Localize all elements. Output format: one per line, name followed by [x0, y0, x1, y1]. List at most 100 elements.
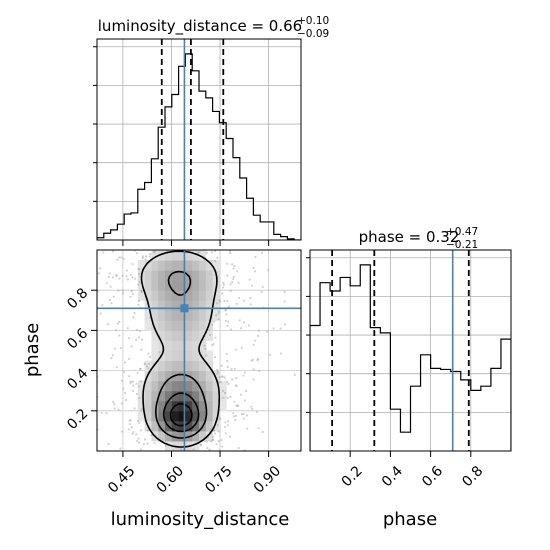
- sample-point-210: [217, 318, 220, 321]
- heatmap-cell-14-12: [192, 320, 200, 331]
- sample-point-112: [210, 251, 214, 254]
- heatmap-cell-13-10: [185, 340, 193, 351]
- heatmap-cell-6-18: [137, 260, 146, 271]
- sample-point-311: [256, 359, 259, 362]
- heatmap-cell-12-12: [178, 320, 186, 331]
- sample-point-253: [122, 257, 125, 261]
- sample-point-30: [147, 362, 151, 365]
- sample-point-265: [99, 312, 102, 315]
- sample-point-61: [131, 276, 134, 279]
- heatmap-cell-16-1: [205, 430, 214, 442]
- sample-point-159: [128, 422, 131, 426]
- sample-point-303: [267, 269, 270, 272]
- sample-point-186: [216, 302, 219, 305]
- heatmap-cell-16-17: [205, 270, 214, 281]
- heatmap-cell-8-15: [151, 290, 159, 301]
- sample-point-278: [254, 339, 257, 342]
- sample-point-137: [237, 404, 240, 407]
- heatmap-cell-8-7: [151, 370, 159, 382]
- sample-point-64: [148, 355, 152, 358]
- heatmap-cell-9-18: [158, 260, 166, 271]
- sample-point-194: [137, 267, 140, 270]
- heatmap-cell-10-1: [165, 430, 173, 442]
- ld-bin-1: [104, 233, 111, 240]
- ld-bin-19: [226, 138, 233, 240]
- ld-bin-22: [247, 198, 254, 240]
- sample-point-25: [131, 390, 135, 393]
- heatmap-cell-10-19: [165, 250, 173, 261]
- ph-bin-11: [421, 355, 431, 451]
- heatmap-cell-12-1: [178, 430, 186, 442]
- sample-point-160: [279, 352, 282, 355]
- heatmap-cell-15-17: [199, 270, 207, 281]
- heatmap-cell-9-11: [158, 330, 166, 341]
- sample-point-128: [226, 299, 229, 303]
- joint-y-tick-label-0: 0.2: [64, 406, 91, 433]
- sample-point-166: [111, 354, 115, 357]
- sample-point-29: [131, 292, 135, 296]
- sample-point-53: [115, 366, 118, 369]
- heatmap-cell-7-5: [144, 390, 152, 402]
- luminosity-distance-title-sup: +0.10: [297, 15, 329, 27]
- heatmap-cell-15-5: [199, 390, 207, 402]
- sample-point-237: [226, 324, 229, 327]
- sample-point-198: [212, 438, 215, 441]
- sample-point-324: [260, 290, 263, 294]
- heatmap-cell-13-11: [185, 330, 193, 341]
- heatmap-cell-11-17: [171, 270, 180, 281]
- heatmap-cell-14-2: [192, 420, 200, 432]
- sample-point-133: [141, 255, 144, 258]
- sample-point-241: [105, 281, 108, 285]
- sample-point-7: [235, 270, 238, 273]
- sample-point-221: [218, 299, 221, 302]
- sample-point-10: [123, 391, 127, 395]
- sample-point-62: [196, 252, 199, 255]
- sample-point-294: [215, 314, 218, 317]
- heatmap-cell-15-10: [199, 340, 207, 351]
- x-axis-label-phase: phase: [383, 509, 437, 530]
- contour-level-0: [140, 250, 221, 448]
- joint-sample-points: [97, 250, 296, 451]
- sample-point-304: [118, 256, 121, 259]
- heatmap-cell-12-4: [178, 400, 186, 412]
- ph-bin-6: [370, 328, 380, 451]
- ph-x-tick-label-3: 0.8: [459, 463, 486, 490]
- heatmap-cell-11-8: [171, 360, 180, 372]
- sample-point-309: [213, 432, 217, 435]
- sample-point-71: [222, 396, 225, 400]
- sample-point-80: [129, 295, 132, 299]
- sample-point-95: [211, 344, 214, 347]
- sample-point-298: [111, 276, 115, 279]
- heatmap-cell-7-16: [144, 280, 152, 291]
- sample-point-102: [220, 364, 223, 367]
- sample-point-329: [140, 289, 143, 293]
- sample-point-271: [135, 338, 138, 341]
- sample-point-132: [234, 377, 238, 380]
- heatmap-cell-8-8: [151, 360, 159, 372]
- sample-point-279: [239, 327, 243, 330]
- sample-point-173: [251, 407, 254, 411]
- ld-bin-15: [199, 91, 206, 240]
- heatmap-cell-14-17: [192, 270, 200, 281]
- heatmap-cell-18-4: [219, 400, 227, 412]
- ld-bin-5: [131, 213, 138, 240]
- sample-point-66: [228, 250, 232, 253]
- sample-point-40: [235, 404, 238, 407]
- sample-point-43: [220, 438, 223, 441]
- heatmap-cell-14-6: [192, 380, 200, 392]
- sample-point-276: [209, 440, 213, 443]
- ph-bin-5: [360, 265, 370, 451]
- luminosity-distance-title-sub: −0.09: [297, 28, 329, 40]
- sample-point-242: [235, 302, 238, 306]
- heatmap-cell-17-13: [212, 310, 220, 321]
- sample-point-96: [226, 359, 229, 363]
- sample-point-191: [248, 278, 251, 281]
- sample-point-267: [283, 290, 286, 293]
- ph-x-tick-label-0: 0.2: [339, 463, 366, 490]
- sample-point-105: [234, 384, 237, 387]
- heatmap-cell-8-13: [151, 310, 159, 321]
- heatmap-cell-8-11: [151, 330, 159, 341]
- joint-x-tick-label-3: 0.90: [251, 463, 284, 496]
- sample-point-228: [116, 322, 119, 325]
- heatmap-cell-11-5: [171, 390, 180, 402]
